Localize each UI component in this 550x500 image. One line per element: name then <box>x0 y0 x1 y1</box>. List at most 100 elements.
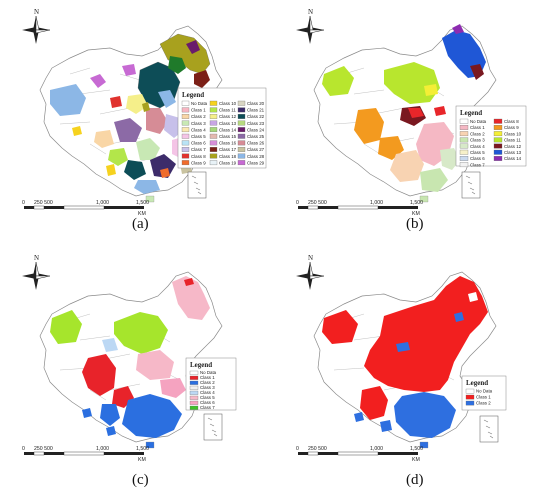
legend-label: Class 12 <box>219 114 237 119</box>
legend-label: Class 2 <box>191 114 206 119</box>
scale-label-3: 1,500 <box>410 446 423 452</box>
map-panel-b: N Legend No Data Class 1 Class 2 Class 3 Cla… <box>284 4 546 242</box>
legend-label: Class 10 <box>219 101 237 106</box>
legend-swatch <box>209 160 218 166</box>
legend-swatch <box>209 107 218 113</box>
legend-swatch <box>209 100 218 106</box>
legend-label: Class 11 <box>504 138 521 143</box>
legend-label: No Data <box>476 389 493 394</box>
map-panel-d: N Legend No Data Class 1 Class 2 0 250 500 <box>284 250 546 488</box>
legend-label: Class 21 <box>247 108 265 113</box>
legend-swatch <box>237 107 246 113</box>
legend-label: Class 1 <box>200 375 215 380</box>
map-a: N Legend No <box>22 8 267 217</box>
legend-swatch <box>209 140 218 146</box>
legend-label: Class 8 <box>504 119 519 124</box>
legend-swatch <box>189 370 199 375</box>
legend-swatch <box>237 140 246 146</box>
scale-label-3: 1,500 <box>136 446 149 452</box>
legend-label: No Data <box>200 370 217 375</box>
north-arrow: N <box>22 8 51 44</box>
caption-c: (c) <box>132 472 149 488</box>
legend-label: Class 28 <box>247 154 265 159</box>
scale-label-0: 0 <box>296 446 299 452</box>
legend-swatch <box>493 156 503 161</box>
scale-label-2: 1,000 <box>370 200 383 206</box>
legend-label: Class 8 <box>191 154 206 159</box>
legend-swatch <box>189 405 199 410</box>
legend-swatch <box>237 147 246 152</box>
legend-swatch <box>493 118 503 124</box>
legend-swatch <box>181 160 190 166</box>
scale-label-3: 1,500 <box>136 200 149 206</box>
scale-bar: 0 250 500 1,000 1,500 KM <box>22 200 149 217</box>
south-china-sea-inset <box>479 415 499 443</box>
scale-label-1: 250 500 <box>34 446 53 452</box>
legend-label: Class 10 <box>504 131 522 136</box>
legend-label: Class 19 <box>219 160 237 165</box>
legend-swatch <box>209 114 218 119</box>
legend-swatch <box>459 118 469 124</box>
legend-swatch <box>189 375 199 380</box>
scale-label-2: 1,000 <box>370 446 383 452</box>
scale-label-1: 250 500 <box>308 200 327 206</box>
legend-label: Class 11 <box>219 108 236 113</box>
scale-label-3: 1,500 <box>410 200 423 206</box>
legend-label: No Data <box>470 119 487 124</box>
scale-label-0: 0 <box>22 446 25 452</box>
legend-swatch <box>459 162 469 168</box>
legend-swatch <box>209 147 218 152</box>
legend-label: Class 7 <box>470 162 485 167</box>
legend-label: Class 14 <box>219 127 237 132</box>
legend-label: Class 13 <box>504 150 522 155</box>
north-arrow: N <box>296 254 325 290</box>
legend-label: Class 5 <box>191 134 206 139</box>
north-label: N <box>308 254 313 262</box>
map-panel-a: N Legend No <box>10 4 272 242</box>
legend-label: Class 5 <box>200 395 215 400</box>
legend-label: Class 6 <box>470 156 485 161</box>
legend-label: Class 29 <box>247 160 265 165</box>
legend-label: Class 3 <box>200 385 215 390</box>
legend-label: Class 25 <box>247 134 265 139</box>
legend-swatch <box>189 390 199 395</box>
legend-label: Class 4 <box>470 144 485 149</box>
legend-swatch <box>493 143 503 149</box>
legend-label: Class 2 <box>200 380 215 385</box>
legend-swatch <box>459 156 469 161</box>
legend-swatch <box>459 125 469 130</box>
scale-label-1: 250 500 <box>308 446 327 452</box>
legend-label: Class 3 <box>470 138 485 143</box>
legend-label: Class 1 <box>476 395 491 400</box>
legend-label: Class 2 <box>476 401 491 406</box>
scale-unit: KM <box>138 457 146 463</box>
scale-bar: 0 250 500 1,000 1,500 KM <box>296 446 423 463</box>
legend-swatch <box>465 388 475 394</box>
legend-label: Class 9 <box>504 125 519 130</box>
legend-label: Class 14 <box>504 156 522 161</box>
legend-swatch <box>181 147 190 152</box>
scale-label-2: 1,000 <box>96 200 109 206</box>
legend-label: Class 1 <box>191 108 206 113</box>
legend-label: Class 1 <box>470 125 485 130</box>
legend-label: Class 5 <box>470 150 485 155</box>
legend-label: No Data <box>191 101 208 106</box>
legend-swatch <box>189 385 199 390</box>
legend-swatch <box>181 127 190 133</box>
legend-swatch <box>181 133 190 139</box>
legend-label: Class 18 <box>219 154 237 159</box>
caption-d: (d) <box>406 472 424 488</box>
legend-swatch <box>237 160 246 166</box>
south-china-sea-inset <box>187 171 207 199</box>
caption-b: (b) <box>406 216 424 232</box>
scale-unit: KM <box>412 211 420 217</box>
legend-swatch <box>459 131 469 137</box>
legend-label: Class 24 <box>247 127 265 132</box>
legend-swatch <box>181 120 190 126</box>
legend-label: Class 13 <box>219 121 237 126</box>
